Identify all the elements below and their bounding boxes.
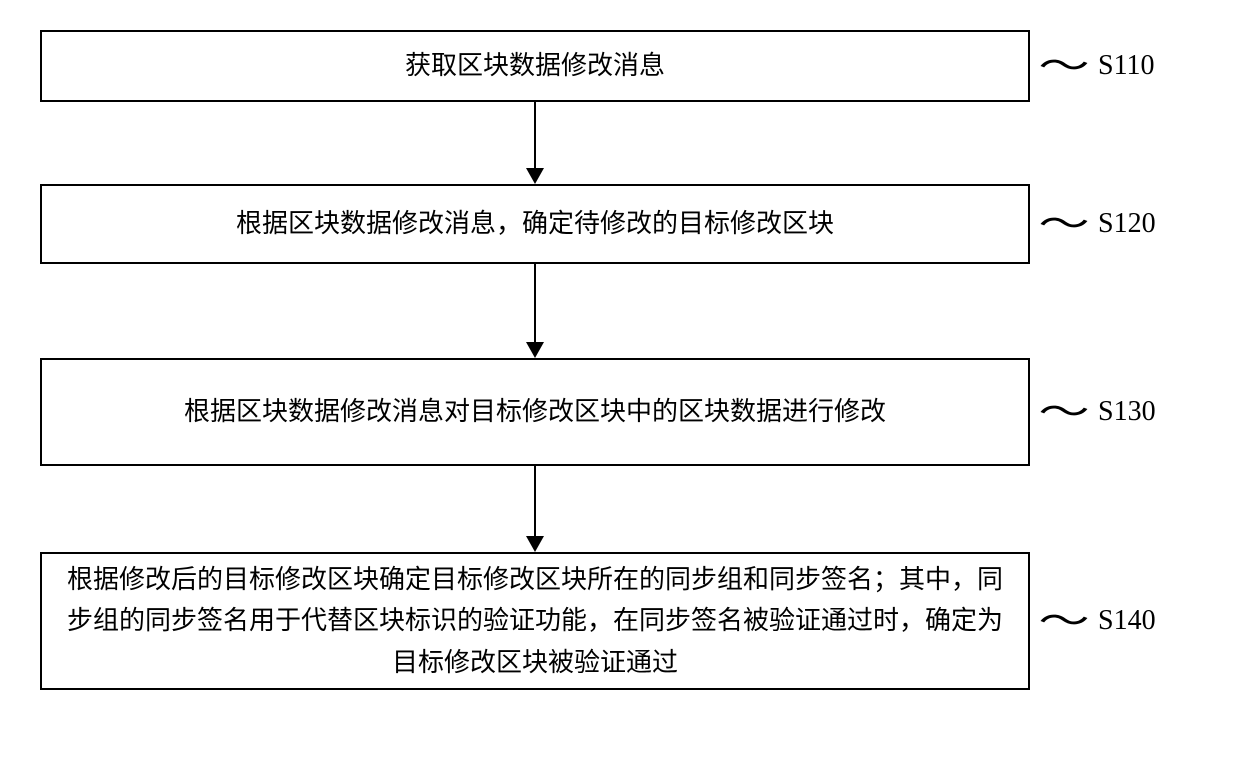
arrow (40, 264, 1030, 358)
step-label-group: 〜S110 (1048, 50, 1155, 82)
step-row: 根据区块数据修改消息，确定待修改的目标修改区块〜S120 (40, 184, 1200, 264)
flow-box-s110: 获取区块数据修改消息 (40, 30, 1030, 102)
arrow (40, 102, 1030, 184)
step-label-group: 〜S120 (1048, 208, 1156, 240)
flow-box-s140: 根据修改后的目标修改区块确定目标修改区块所在的同步组和同步签名；其中，同步组的同… (40, 552, 1030, 690)
flow-box-s130: 根据区块数据修改消息对目标修改区块中的区块数据进行修改 (40, 358, 1030, 466)
step-label-group: 〜S130 (1048, 396, 1156, 428)
tilde-icon: 〜 (1038, 603, 1089, 638)
flow-box-s120: 根据区块数据修改消息，确定待修改的目标修改区块 (40, 184, 1030, 264)
step-row: 根据区块数据修改消息对目标修改区块中的区块数据进行修改〜S130 (40, 358, 1200, 466)
step-row: 根据修改后的目标修改区块确定目标修改区块所在的同步组和同步签名；其中，同步组的同… (40, 552, 1200, 690)
tilde-icon: 〜 (1038, 206, 1089, 241)
step-row: 获取区块数据修改消息〜S110 (40, 30, 1200, 102)
step-label-s110: S110 (1098, 50, 1155, 82)
arrow (40, 466, 1030, 552)
step-label-s140: S140 (1098, 605, 1156, 637)
tilde-icon: 〜 (1038, 48, 1089, 83)
step-label-s120: S120 (1098, 208, 1156, 240)
step-label-group: 〜S140 (1048, 605, 1156, 637)
tilde-icon: 〜 (1038, 394, 1089, 429)
step-label-s130: S130 (1098, 396, 1156, 428)
